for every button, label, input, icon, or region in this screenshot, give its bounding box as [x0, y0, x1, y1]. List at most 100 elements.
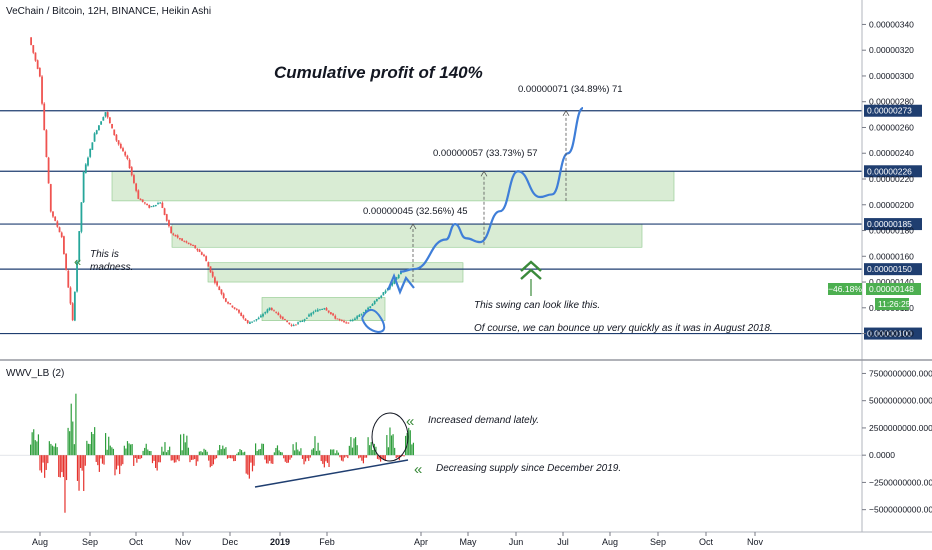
candle-body	[299, 321, 302, 323]
candle-body	[67, 270, 70, 288]
demand-bar	[56, 447, 58, 456]
candle-body	[54, 216, 57, 221]
demand-bar	[87, 443, 90, 456]
supply-bar	[156, 455, 158, 471]
supply-bar	[115, 455, 118, 470]
level-label: 0.00000185	[867, 219, 912, 229]
supply-bar	[340, 455, 343, 461]
demand-bar	[278, 450, 280, 456]
demand-bar	[280, 451, 282, 456]
demand-bar	[150, 451, 152, 456]
madness-line2: madness.	[90, 262, 133, 273]
demand-bar	[353, 438, 355, 456]
demand-bar	[217, 450, 219, 456]
candle-body	[380, 295, 383, 298]
demand-bar	[220, 449, 222, 456]
supply-bar	[342, 455, 344, 462]
supply-bar	[230, 455, 232, 459]
measure-label: 0.00000071 (34.89%) 71	[518, 84, 623, 95]
supply-bar	[65, 455, 68, 481]
candle-body	[58, 227, 61, 233]
demand-bar	[167, 450, 169, 456]
current-price-badge: 0.00000148	[866, 283, 921, 295]
candle-body	[273, 310, 275, 312]
demand-bar	[311, 449, 313, 456]
candle-body	[279, 315, 282, 318]
candle-body	[224, 298, 227, 302]
candle-body	[207, 262, 210, 267]
supply-bar	[251, 455, 254, 472]
supply-bar	[345, 455, 347, 457]
countdown-label: 11:26:25	[878, 299, 911, 309]
demand-bar	[255, 443, 257, 456]
level-badge	[864, 104, 922, 117]
y-tick-label: 0.00000180	[869, 226, 914, 236]
candle-body	[185, 241, 188, 243]
candle-body	[214, 277, 216, 283]
supply-bar	[211, 455, 213, 467]
candle-body	[220, 289, 223, 294]
candle-body	[310, 313, 313, 316]
demand-bar	[123, 445, 125, 456]
demand-annotation: « Increased demand lately.	[406, 413, 539, 430]
current-price-change-badge: −46.18%	[828, 283, 862, 295]
candle-body	[34, 52, 37, 61]
supply-bar	[197, 455, 199, 462]
supply-bar	[339, 455, 341, 458]
demand-bar	[333, 449, 335, 456]
chart-headline: Cumulative profit of 140%	[274, 63, 483, 82]
demand-bar	[206, 451, 208, 456]
supply-bar	[209, 455, 211, 468]
supply-bar	[364, 455, 366, 458]
supply-text: Decreasing supply since December 2019.	[436, 463, 621, 474]
supply-bar	[208, 455, 210, 461]
demand-bar	[356, 445, 358, 456]
candle-body	[275, 311, 278, 313]
candle-body	[89, 148, 92, 157]
candle-body	[229, 303, 232, 305]
candle-body	[148, 205, 151, 208]
indicator-tick-label: 7500000000.0000	[869, 368, 932, 378]
supply-bar	[120, 455, 122, 466]
demand-bar	[240, 450, 243, 456]
supply-bar	[151, 455, 154, 464]
candle-body	[395, 277, 398, 280]
candle-body	[82, 171, 85, 203]
demand-bar	[33, 429, 35, 456]
candle-body	[364, 309, 367, 312]
level-label: 0.00000100	[867, 329, 912, 339]
indicator-tick-label: −2500000000.0000	[869, 477, 932, 487]
demand-bar	[315, 450, 318, 456]
supply-bar	[403, 455, 405, 457]
candle-body	[294, 324, 297, 326]
supply-bar	[384, 455, 386, 461]
demand-bar	[186, 435, 188, 456]
supply-bar	[320, 455, 322, 462]
x-tick-label: Feb	[319, 537, 335, 547]
candle-body	[266, 309, 269, 313]
candle-body	[56, 221, 59, 227]
candle-body	[340, 319, 343, 321]
candle-body	[235, 308, 238, 310]
candle-body	[200, 252, 203, 255]
supply-bar	[303, 455, 305, 465]
demand-bar	[355, 437, 357, 456]
x-tick-label: Sep	[650, 537, 666, 547]
demand-bar	[390, 435, 393, 456]
supply-bar	[290, 455, 293, 458]
candle-body	[347, 322, 350, 324]
demand-bar	[223, 448, 225, 456]
candle-body	[255, 319, 258, 321]
demand-bar	[262, 443, 265, 456]
candle-body	[209, 266, 212, 273]
candle-body	[203, 254, 205, 257]
supply-bar	[328, 455, 330, 467]
candle-body	[117, 140, 120, 145]
level-badge	[864, 165, 922, 178]
supply-bar	[383, 455, 385, 460]
supply-bar	[117, 455, 119, 466]
indicator-tick-label: −5000000000.0000	[869, 505, 932, 515]
x-tick-label: Jun	[509, 537, 524, 547]
candle-body	[161, 202, 164, 209]
supply-bar	[133, 455, 135, 466]
